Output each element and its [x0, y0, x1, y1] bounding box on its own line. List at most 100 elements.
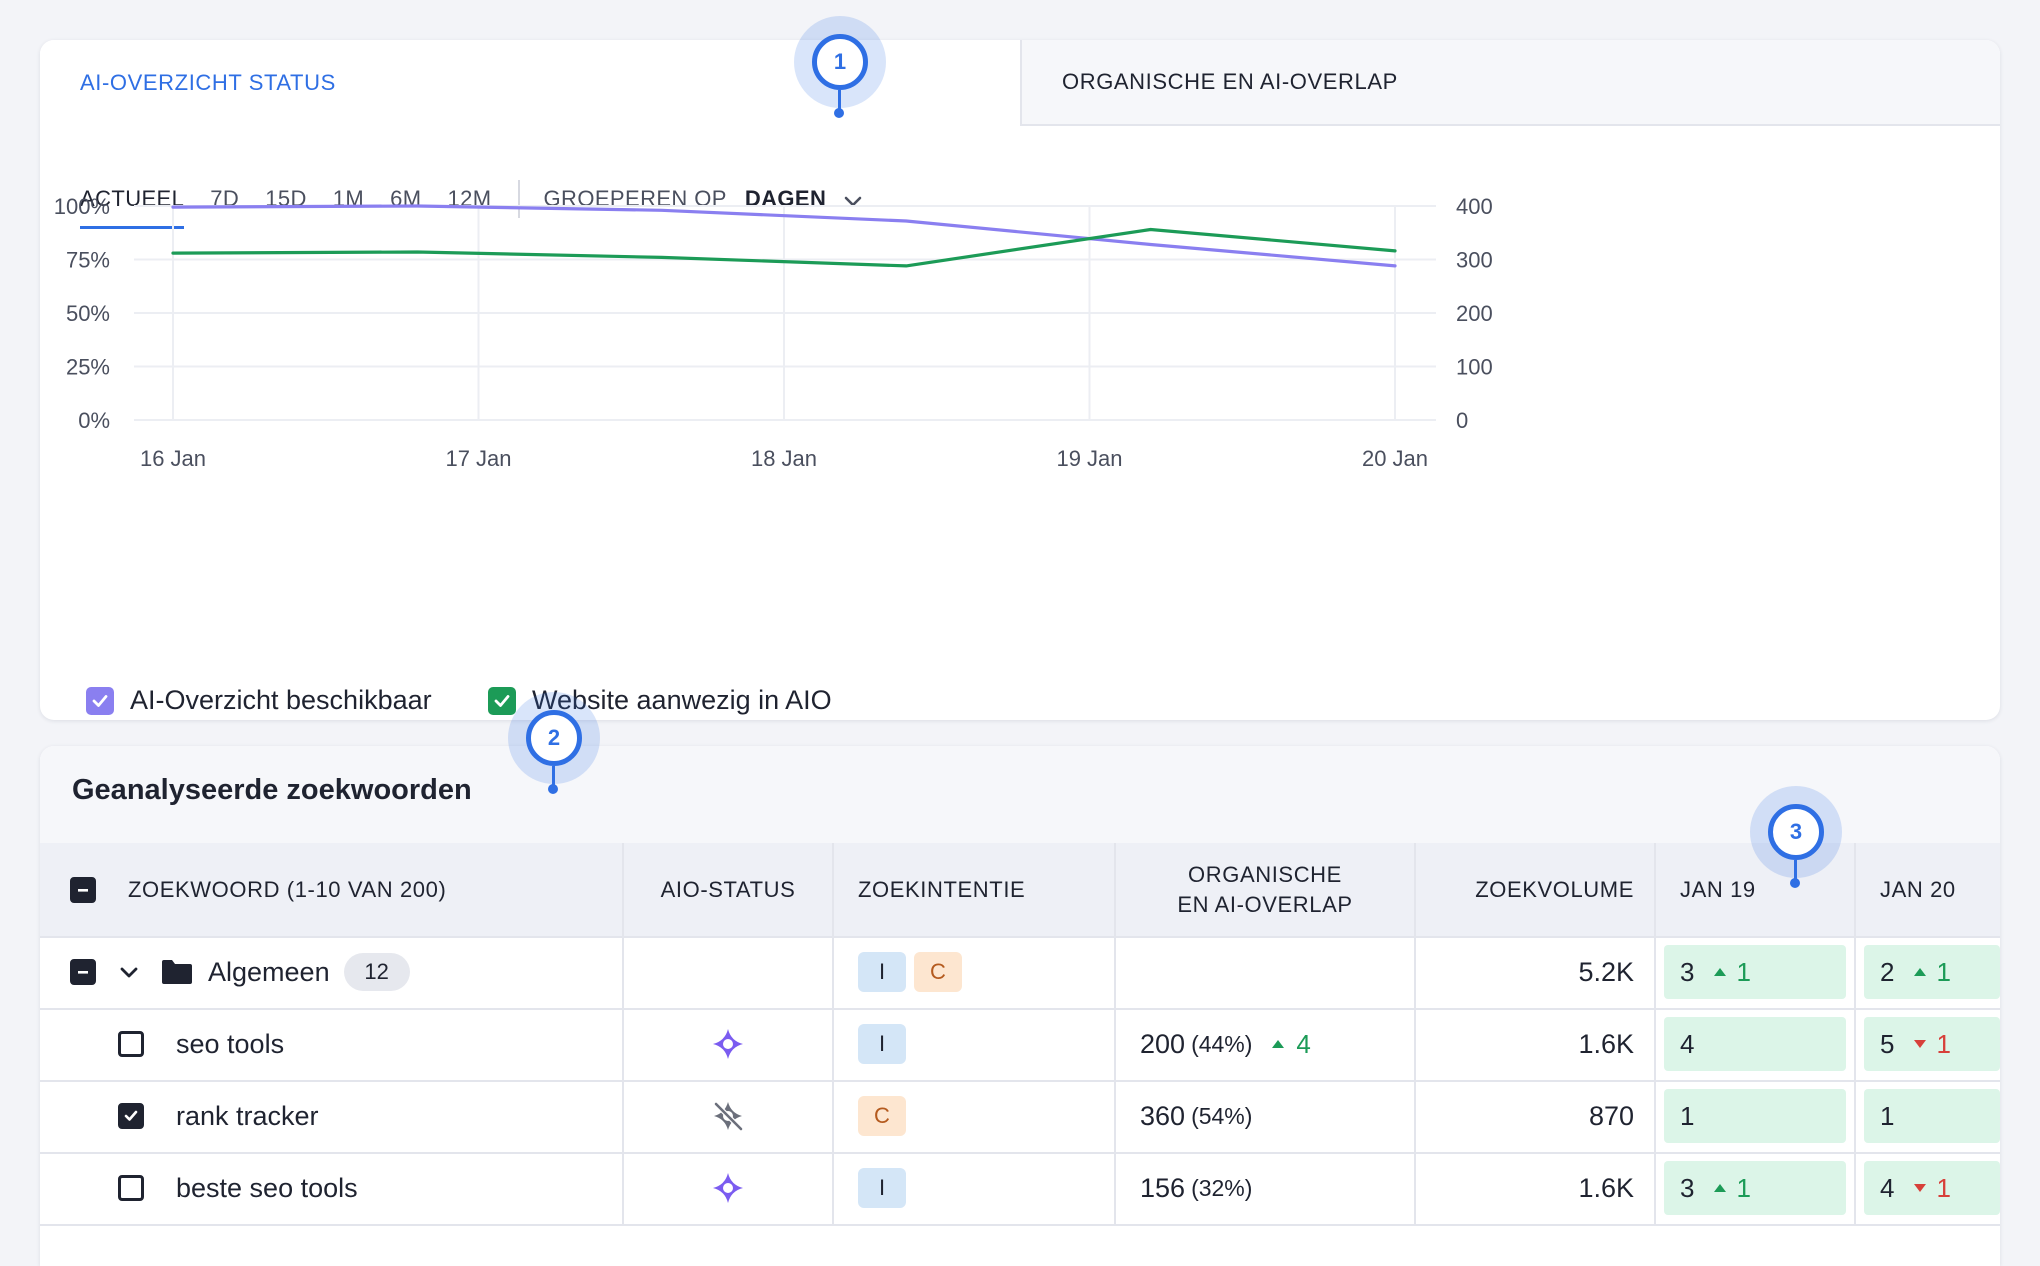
jan19-cell: 4	[1656, 1008, 1856, 1080]
checkbox-checked-icon	[86, 686, 114, 715]
header-intent-label: ZOEKINTENTIE	[858, 876, 1026, 902]
legend-website-in-aio[interactable]: Website aanwezig in AIO	[488, 685, 832, 716]
header-keyword[interactable]: ZOEKWOORD (1-10 VAN 200)	[40, 843, 624, 936]
x-tick-label: 20 Jan	[1362, 446, 1428, 471]
header-volume[interactable]: ZOEKVOLUME	[1416, 843, 1656, 936]
group-overlap-cell	[1116, 936, 1416, 1008]
aio-status-cell	[624, 1008, 834, 1080]
marker-number: 2	[526, 710, 582, 766]
folder-icon	[162, 960, 192, 984]
header-overlap-line2: EN AI-OVERLAP	[1177, 891, 1353, 917]
legend-ai-overview-available[interactable]: AI-Overzicht beschikbaar	[86, 685, 432, 716]
triangle-up-icon	[1714, 968, 1727, 976]
volume-value: 1.6K	[1578, 1028, 1634, 1059]
header-aio-status[interactable]: AIO-STATUS	[624, 843, 834, 936]
x-tick-label: 16 Jan	[140, 446, 206, 471]
intent-badge-informational: I	[858, 952, 906, 992]
y-left-tick-label: 0%	[78, 408, 110, 433]
header-jan19[interactable]: JAN 19	[1656, 843, 1856, 936]
marker-dot	[834, 108, 844, 118]
marker-dot	[548, 784, 558, 794]
header-overlap[interactable]: ORGANISCHE EN AI-OVERLAP	[1116, 843, 1416, 936]
position-chip: 3 1	[1664, 945, 1846, 999]
position-value: 5	[1880, 1028, 1895, 1059]
table-header-bar: Geanalyseerde zoekwoorden	[40, 746, 2000, 843]
ai-sparkle-icon	[713, 1029, 743, 1059]
position-delta-up: 1	[1712, 1173, 1751, 1204]
annotation-marker-3: 3	[1750, 786, 1842, 888]
overlap-value: 200	[1140, 1028, 1186, 1059]
jan20-cell: 1	[1856, 1080, 2000, 1152]
header-jan20-label: JAN 20	[1880, 876, 1956, 902]
position-delta-down: 1	[1912, 1173, 1951, 1204]
marker-stem	[1794, 860, 1797, 882]
position-delta-up: 1	[1712, 956, 1751, 988]
delta-value: 1	[1936, 1028, 1951, 1059]
position-value: 3	[1680, 956, 1695, 987]
aio-status-cell	[624, 1080, 834, 1152]
group-name: Algemeen	[208, 956, 330, 987]
ai-overview-card: AI-OVERZICHT STATUS ORGANISCHE EN AI-OVE…	[40, 40, 2000, 720]
y-left-tick-label: 100%	[54, 194, 110, 219]
keyword-text[interactable]: seo tools	[176, 1028, 285, 1059]
intent-badge-commercial: C	[914, 952, 962, 992]
y-right-tick-label: 300	[1456, 248, 1493, 273]
marker-stem	[838, 90, 841, 112]
table-row[interactable]: seo tools I 200 (44%) 4 1.6K 4	[40, 1008, 2000, 1082]
series-line-ai-overview-available[interactable]	[171, 204, 1397, 268]
checkbox-indeterminate-icon[interactable]	[70, 876, 96, 903]
checkbox-unchecked-icon[interactable]	[118, 1175, 144, 1201]
divider	[517, 180, 520, 218]
delta-value: 4	[1296, 1028, 1311, 1059]
group-volume-cell: 5.2K	[1416, 936, 1656, 1008]
intent-badge-commercial: C	[858, 1096, 906, 1136]
position-value: 3	[1680, 1172, 1695, 1203]
checkbox-unchecked-icon[interactable]	[118, 1031, 144, 1057]
triangle-up-icon	[1714, 1184, 1727, 1192]
delta-value: 1	[1736, 956, 1751, 987]
header-volume-label: ZOEKVOLUME	[1475, 876, 1634, 902]
series-line-website-in-aio[interactable]	[171, 227, 1397, 268]
tab-organic-ai-overlap[interactable]: ORGANISCHE EN AI-OVERLAP	[1020, 40, 2000, 126]
jan19-cell: 3 1	[1656, 1152, 1856, 1224]
checkbox-checked-icon[interactable]	[118, 1103, 144, 1129]
overlap-percent: (44%)	[1191, 1030, 1253, 1057]
header-keyword-label: ZOEKWOORD (1-10 VAN 200)	[128, 876, 447, 902]
group-jan20-cell: 2 1	[1856, 936, 2000, 1008]
checkbox-indeterminate-icon[interactable]	[70, 959, 96, 985]
overlap-value: 360	[1140, 1100, 1186, 1131]
chevron-down-icon[interactable]	[118, 961, 140, 983]
volume-cell: 1.6K	[1416, 1008, 1656, 1080]
volume-cell: 870	[1416, 1080, 1656, 1152]
legend-label: AI-Overzicht beschikbaar	[130, 685, 432, 715]
header-jan20[interactable]: JAN 20	[1856, 843, 2000, 936]
overlap-percent: (32%)	[1191, 1174, 1253, 1201]
y-right-tick-label: 400	[1456, 194, 1493, 219]
ai-unavailable-icon	[714, 1102, 743, 1131]
group-aio-cell	[624, 936, 834, 1008]
table-row[interactable]: beste seo tools I 156 (32%) 1.6K 3 1	[40, 1152, 2000, 1226]
position-chip: 4	[1664, 1017, 1846, 1071]
header-intent[interactable]: ZOEKINTENTIE	[834, 843, 1116, 936]
marker-dot	[1790, 878, 1800, 888]
marker-stem	[552, 766, 555, 788]
position-value: 4	[1880, 1172, 1895, 1203]
table-row-group[interactable]: Algemeen 12 I C 5.2K 3 1 2	[40, 936, 2000, 1010]
position-chip: 1	[1664, 1089, 1846, 1143]
position-chip: 3 1	[1664, 1161, 1846, 1215]
position-delta-down: 1	[1912, 1028, 1951, 1060]
marker-number: 1	[812, 34, 868, 90]
intent-cell: C	[834, 1080, 1116, 1152]
table-row[interactable]: rank tracker C 360 (54%) 870 1	[40, 1080, 2000, 1154]
group-keyword-cell: Algemeen 12	[40, 936, 624, 1008]
triangle-down-icon	[1914, 1184, 1927, 1192]
annotation-marker-2: 2	[508, 692, 600, 794]
table-title: Geanalyseerde zoekwoorden	[72, 774, 472, 806]
intent-cell: I	[834, 1152, 1116, 1224]
keyword-text[interactable]: beste seo tools	[176, 1172, 358, 1203]
keywords-table-card: Geanalyseerde zoekwoorden ZOEKWOORD (1-1…	[40, 746, 2000, 1266]
aio-status-cell	[624, 1152, 834, 1224]
ai-sparkle-icon	[713, 1173, 743, 1203]
triangle-up-icon	[1914, 968, 1927, 976]
keyword-text[interactable]: rank tracker	[176, 1100, 319, 1131]
